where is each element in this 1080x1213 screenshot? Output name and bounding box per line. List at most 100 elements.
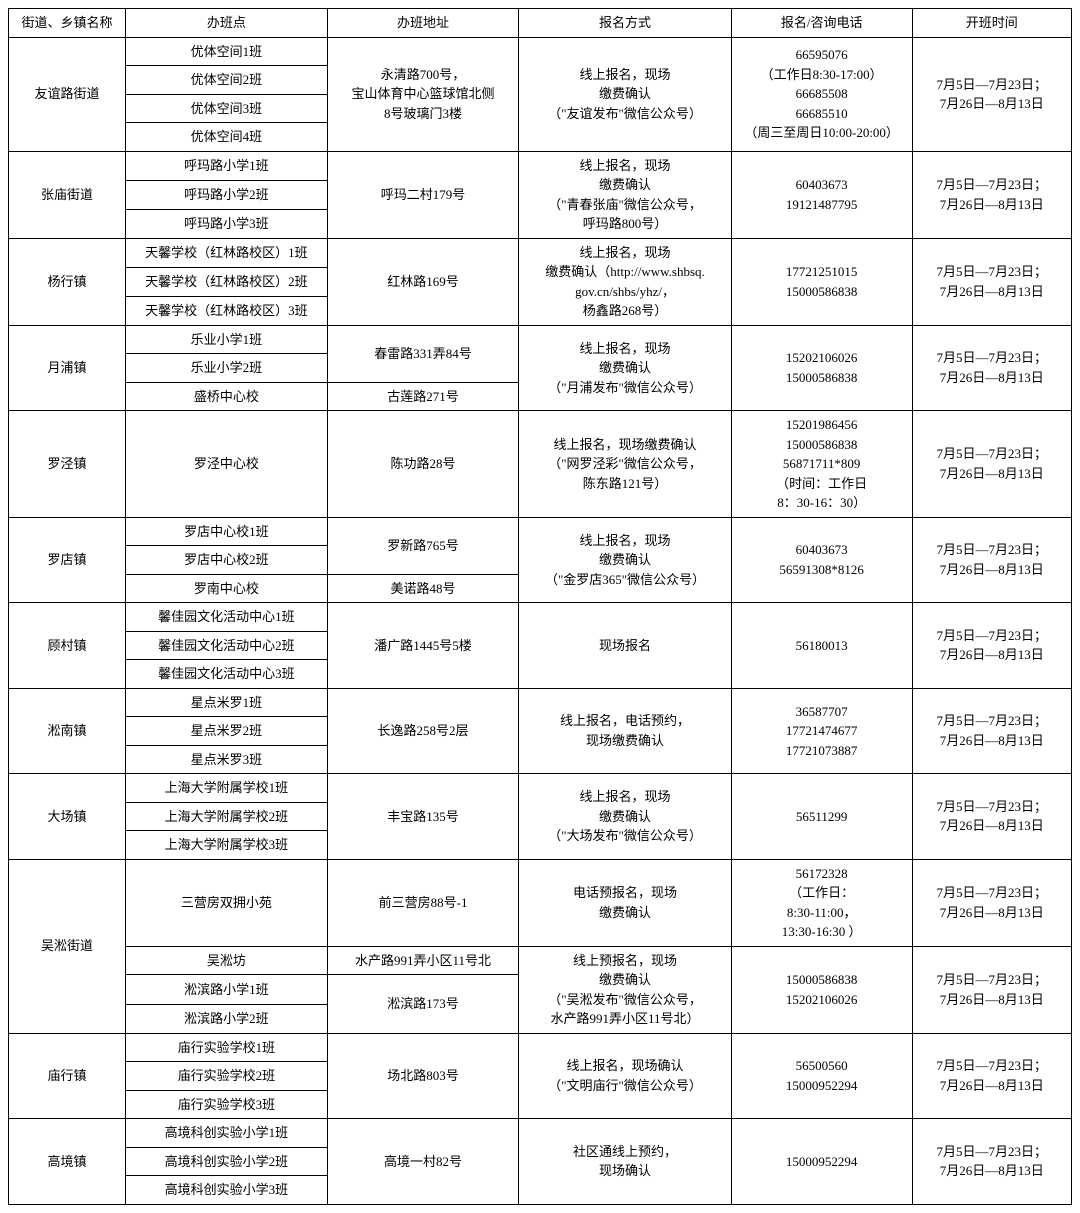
phone-cell: 56180013	[731, 603, 912, 689]
district-cell: 罗泾镇	[9, 411, 126, 518]
class-cell: 上海大学附属学校2班	[125, 802, 327, 831]
class-cell: 呼玛路小学2班	[125, 180, 327, 209]
class-cell: 星点米罗3班	[125, 745, 327, 774]
district-cell: 高境镇	[9, 1119, 126, 1205]
class-cell: 淞滨路小学2班	[125, 1005, 327, 1034]
table-row: 顾村镇馨佳园文化活动中心1班潘广路1445号5楼现场报名561800137月5日…	[9, 603, 1072, 632]
phone-cell: 56172328 （工作日： 8:30-11:00， 13:30-16:30 ）	[731, 859, 912, 946]
time-cell: 7月5日—7月23日； 7月26日—8月13日	[912, 688, 1071, 774]
class-cell: 高境科创实验小学1班	[125, 1119, 327, 1148]
table-row: 吴淞街道三营房双拥小苑前三营房88号-1电话预报名，现场 缴费确认5617232…	[9, 859, 1072, 946]
time-cell: 7月5日—7月23日； 7月26日—8月13日	[912, 1033, 1071, 1119]
time-cell: 7月5日—7月23日； 7月26日—8月13日	[912, 859, 1071, 946]
signup-cell: 线上报名，现场缴费确认 （"网罗泾彩"微信公众号， 陈东路121号）	[519, 411, 732, 518]
signup-cell: 线上报名，现场 缴费确认（http://www.shbsq. gov.cn/sh…	[519, 238, 732, 325]
addr-cell: 潘广路1445号5楼	[327, 603, 518, 689]
phone-cell: 56500560 15000952294	[731, 1033, 912, 1119]
addr-cell: 水产路991弄小区11号北	[327, 946, 518, 975]
class-cell: 罗泾中心校	[125, 411, 327, 518]
table-body: 友谊路街道优体空间1班永清路700号， 宝山体育中心篮球馆北侧 8号玻璃门3楼线…	[9, 37, 1072, 1204]
addr-cell: 淞滨路173号	[327, 975, 518, 1034]
signup-cell: 线上报名，现场 缴费确认 （"大场发布"微信公众号）	[519, 774, 732, 860]
addr-cell: 长逸路258号2层	[327, 688, 518, 774]
class-cell: 优体空间1班	[125, 37, 327, 66]
time-cell: 7月5日—7月23日； 7月26日—8月13日	[912, 238, 1071, 325]
addr-cell: 春雷路331弄84号	[327, 325, 518, 382]
table-row: 月浦镇乐业小学1班春雷路331弄84号线上报名，现场 缴费确认 （"月浦发布"微…	[9, 325, 1072, 354]
district-cell: 大场镇	[9, 774, 126, 860]
table-row: 大场镇上海大学附属学校1班丰宝路135号线上报名，现场 缴费确认 （"大场发布"…	[9, 774, 1072, 803]
table-row: 淞南镇星点米罗1班长逸路258号2层线上报名，电话预约， 现场缴费确认36587…	[9, 688, 1072, 717]
class-cell: 高境科创实验小学2班	[125, 1147, 327, 1176]
addr-cell: 场北路803号	[327, 1033, 518, 1119]
phone-cell: 17721251015 15000586838	[731, 238, 912, 325]
district-cell: 吴淞街道	[9, 859, 126, 1033]
district-cell: 张庙街道	[9, 151, 126, 238]
signup-cell: 社区通线上预约， 现场确认	[519, 1119, 732, 1205]
table-row: 庙行镇庙行实验学校1班场北路803号线上报名，现场确认 （"文明庙行"微信公众号…	[9, 1033, 1072, 1062]
district-cell: 友谊路街道	[9, 37, 126, 151]
class-cell: 优体空间4班	[125, 123, 327, 152]
addr-cell: 前三营房88号-1	[327, 859, 518, 946]
h2: 办班地址	[327, 9, 518, 38]
class-cell: 馨佳园文化活动中心3班	[125, 660, 327, 689]
class-cell: 星点米罗1班	[125, 688, 327, 717]
signup-cell: 线上报名，现场 缴费确认 （"青春张庙"微信公众号， 呼玛路800号）	[519, 151, 732, 238]
district-cell: 庙行镇	[9, 1033, 126, 1119]
signup-cell: 线上报名，现场 缴费确认 （"友谊发布"微信公众号）	[519, 37, 732, 151]
class-cell: 天馨学校（红林路校区）3班	[125, 296, 327, 325]
phone-cell: 66595076 （工作日8:30-17:00） 66685508 666855…	[731, 37, 912, 151]
class-cell: 淞滨路小学1班	[125, 975, 327, 1005]
phone-cell: 15201986456 15000586838 56871711*809 （时间…	[731, 411, 912, 518]
time-cell: 7月5日—7月23日； 7月26日—8月13日	[912, 517, 1071, 603]
table-row: 吴淞坊水产路991弄小区11号北线上预报名，现场 缴费确认 （"吴淞发布"微信公…	[9, 946, 1072, 975]
schedule-table: 街道、乡镇名称 办班点 办班地址 报名方式 报名/咨询电话 开班时间 友谊路街道…	[8, 8, 1072, 1205]
time-cell: 7月5日—7月23日； 7月26日—8月13日	[912, 325, 1071, 411]
phone-cell: 36587707 17721474677 17721073887	[731, 688, 912, 774]
time-cell: 7月5日—7月23日； 7月26日—8月13日	[912, 151, 1071, 238]
class-cell: 庙行实验学校3班	[125, 1090, 327, 1119]
addr-cell: 红林路169号	[327, 238, 518, 325]
class-cell: 盛桥中心校	[125, 382, 327, 411]
class-cell: 乐业小学1班	[125, 325, 327, 354]
addr-cell: 呼玛二村179号	[327, 151, 518, 238]
h4: 报名/咨询电话	[731, 9, 912, 38]
class-cell: 馨佳园文化活动中心1班	[125, 603, 327, 632]
h1: 办班点	[125, 9, 327, 38]
class-cell: 天馨学校（红林路校区）1班	[125, 238, 327, 267]
class-cell: 庙行实验学校1班	[125, 1033, 327, 1062]
class-cell: 罗店中心校1班	[125, 517, 327, 546]
phone-cell: 15000586838 15202106026	[731, 946, 912, 1033]
class-cell: 呼玛路小学3班	[125, 209, 327, 238]
class-cell: 罗南中心校	[125, 574, 327, 603]
signup-cell: 现场报名	[519, 603, 732, 689]
class-cell: 罗店中心校2班	[125, 546, 327, 575]
addr-cell: 永清路700号， 宝山体育中心篮球馆北侧 8号玻璃门3楼	[327, 37, 518, 151]
signup-cell: 线上报名，电话预约， 现场缴费确认	[519, 688, 732, 774]
phone-cell: 15202106026 15000586838	[731, 325, 912, 411]
time-cell: 7月5日—7月23日； 7月26日—8月13日	[912, 411, 1071, 518]
h0: 街道、乡镇名称	[9, 9, 126, 38]
table-row: 罗店镇罗店中心校1班罗新路765号线上报名，现场 缴费确认 （"金罗店365"微…	[9, 517, 1072, 546]
addr-cell: 美诺路48号	[327, 574, 518, 603]
phone-cell: 15000952294	[731, 1119, 912, 1205]
table-row: 杨行镇天馨学校（红林路校区）1班红林路169号线上报名，现场 缴费确认（http…	[9, 238, 1072, 267]
h3: 报名方式	[519, 9, 732, 38]
class-cell: 吴淞坊	[125, 946, 327, 975]
class-cell: 高境科创实验小学3班	[125, 1176, 327, 1205]
h5: 开班时间	[912, 9, 1071, 38]
signup-cell: 线上报名，现场 缴费确认 （"月浦发布"微信公众号）	[519, 325, 732, 411]
addr-cell: 古莲路271号	[327, 382, 518, 411]
class-cell: 上海大学附属学校3班	[125, 831, 327, 860]
phone-cell: 60403673 19121487795	[731, 151, 912, 238]
table-row: 高境镇高境科创实验小学1班高境一村82号社区通线上预约， 现场确认1500095…	[9, 1119, 1072, 1148]
district-cell: 淞南镇	[9, 688, 126, 774]
time-cell: 7月5日—7月23日； 7月26日—8月13日	[912, 1119, 1071, 1205]
addr-cell: 高境一村82号	[327, 1119, 518, 1205]
district-cell: 杨行镇	[9, 238, 126, 325]
addr-cell: 陈功路28号	[327, 411, 518, 518]
table-row: 罗泾镇罗泾中心校陈功路28号线上报名，现场缴费确认 （"网罗泾彩"微信公众号， …	[9, 411, 1072, 518]
time-cell: 7月5日—7月23日； 7月26日—8月13日	[912, 37, 1071, 151]
header-row: 街道、乡镇名称 办班点 办班地址 报名方式 报名/咨询电话 开班时间	[9, 9, 1072, 38]
class-cell: 三营房双拥小苑	[125, 859, 327, 946]
